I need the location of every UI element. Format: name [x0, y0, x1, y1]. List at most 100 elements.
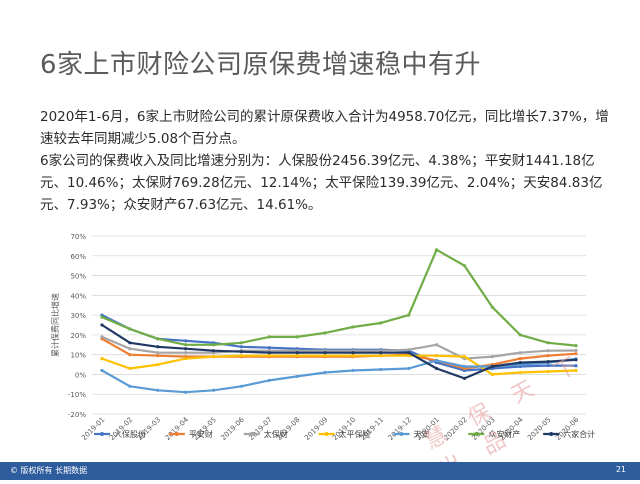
data-point	[267, 354, 271, 358]
data-point	[407, 366, 411, 371]
data-point	[574, 343, 578, 348]
legend-label: 人保股份	[114, 429, 146, 439]
data-point	[434, 343, 439, 347]
data-point	[518, 333, 522, 337]
legend-label: 平安财	[189, 429, 213, 439]
data-point	[295, 354, 299, 358]
data-point	[462, 355, 467, 359]
data-point	[323, 351, 327, 355]
data-point	[434, 354, 439, 358]
y-tick-label: -20%	[68, 411, 86, 419]
data-point	[323, 331, 327, 335]
data-point	[574, 352, 578, 356]
summary-paragraph: 2020年1-6月，6家上市财险公司的累计原保费收入合计为4958.70亿元，同…	[40, 109, 609, 147]
data-point	[239, 341, 244, 345]
data-point	[211, 355, 216, 359]
data-point	[267, 351, 271, 355]
data-point	[407, 351, 411, 355]
x-tick-label: 2019-04	[164, 415, 191, 442]
data-point	[518, 370, 522, 375]
data-point	[184, 351, 188, 355]
data-point	[100, 368, 104, 373]
data-point	[156, 354, 160, 358]
y-tick-label: 70%	[70, 233, 86, 241]
y-axis-title: 累计保费同比增速	[50, 293, 60, 357]
data-point	[518, 351, 522, 355]
data-point	[156, 351, 160, 355]
y-tick-label: 60%	[70, 253, 86, 261]
series-line	[100, 323, 578, 380]
page-number: 21	[615, 465, 626, 474]
data-point	[462, 264, 467, 268]
data-point	[546, 363, 550, 368]
data-point	[490, 364, 494, 369]
data-point	[518, 357, 522, 361]
data-point	[128, 353, 132, 357]
data-point	[184, 339, 188, 343]
series-line	[100, 335, 578, 360]
data-point	[239, 384, 244, 388]
legend-label: 天安	[413, 429, 429, 439]
data-point	[211, 388, 216, 392]
copyright-text: © 版权所有 长期数据	[10, 466, 88, 475]
data-point	[156, 362, 160, 367]
series-line	[100, 248, 578, 347]
data-point	[407, 348, 411, 352]
legend-marker	[100, 432, 104, 436]
y-tick-label: 50%	[70, 273, 86, 281]
data-point	[184, 343, 188, 347]
x-tick-label: 2019-06	[219, 415, 246, 442]
data-point	[546, 341, 550, 345]
y-tick-label: -10%	[68, 391, 86, 399]
data-point	[239, 345, 244, 349]
data-point	[323, 354, 327, 358]
data-point	[100, 335, 104, 339]
legend-marker	[249, 432, 254, 436]
y-tick-label: 40%	[70, 292, 86, 300]
data-point	[267, 335, 271, 339]
data-point	[434, 359, 439, 363]
footer-bar: © 版权所有 长期数据 21	[0, 462, 640, 480]
legend-marker	[399, 432, 404, 436]
data-point	[351, 354, 355, 358]
data-point	[128, 384, 132, 388]
data-point	[184, 357, 188, 361]
legend-label: 太保财	[264, 429, 288, 439]
data-point	[546, 369, 550, 374]
data-point	[379, 351, 383, 355]
series-line	[100, 354, 578, 376]
x-tick-label: 2019-09	[303, 416, 329, 442]
y-tick-label: 10%	[70, 352, 86, 360]
data-point	[546, 354, 550, 358]
data-point	[128, 341, 132, 345]
data-point	[128, 327, 132, 331]
data-point	[211, 343, 216, 347]
data-point	[295, 335, 299, 339]
data-point	[434, 366, 439, 371]
data-point	[434, 248, 439, 252]
data-point	[128, 347, 132, 351]
y-tick-label: 0%	[75, 371, 86, 379]
data-point	[574, 348, 578, 353]
legend-marker	[324, 432, 329, 436]
data-point	[379, 321, 383, 325]
y-tick-label: 20%	[70, 332, 86, 340]
data-point	[379, 367, 383, 372]
page-title: 6家上市财险公司原保费增速稳中有升	[40, 50, 482, 80]
legend-marker	[474, 432, 479, 436]
data-point	[128, 366, 132, 371]
data-point	[407, 354, 411, 358]
data-point	[546, 359, 550, 364]
data-point	[184, 390, 188, 394]
data-point	[574, 358, 578, 362]
legend-marker	[174, 432, 179, 436]
data-point	[462, 364, 467, 369]
data-point	[490, 355, 494, 359]
data-point	[100, 323, 104, 327]
data-point	[239, 350, 244, 354]
data-point	[100, 357, 104, 361]
data-point	[546, 349, 550, 353]
data-point	[295, 374, 299, 379]
data-point	[267, 346, 271, 350]
data-point	[407, 313, 411, 317]
